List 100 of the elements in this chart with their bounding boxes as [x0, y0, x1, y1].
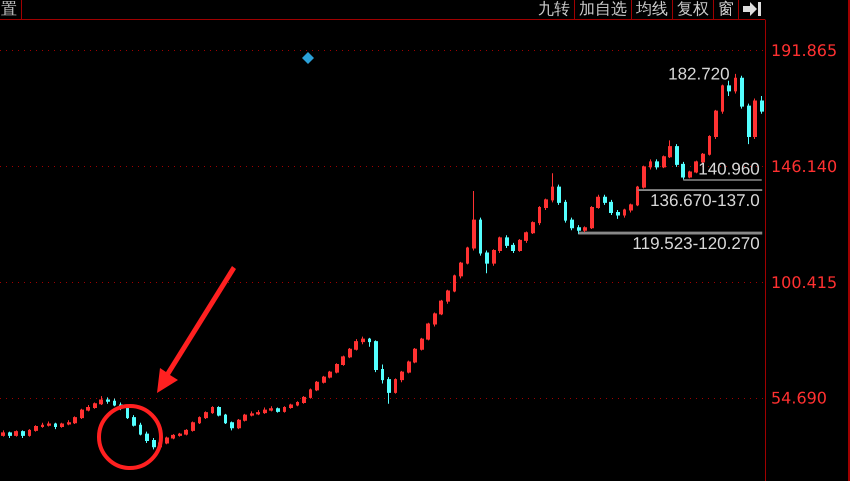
- candlestick: [14, 430, 18, 438]
- candlestick: [387, 376, 391, 404]
- candlestick: [315, 380, 319, 392]
- candlestick: [596, 194, 600, 210]
- candlestick: [60, 422, 64, 428]
- candlestick: [734, 73, 737, 94]
- candlestick: [649, 158, 652, 170]
- candlestick: [577, 224, 581, 235]
- band-label: 136.670-137.0: [650, 191, 760, 210]
- candlestick: [564, 199, 567, 224]
- y-tick-label: 54.690: [771, 388, 827, 408]
- candlestick: [694, 160, 698, 174]
- candlestick: [211, 406, 214, 414]
- candlestick: [439, 299, 443, 316]
- candlestick: [472, 190, 476, 251]
- candlestick: [511, 242, 515, 254]
- y-tick-label: 100.415: [771, 272, 838, 292]
- candlestick: [727, 80, 731, 96]
- candlestick: [570, 217, 574, 231]
- candlestick: [623, 208, 626, 218]
- candlestick: [132, 414, 136, 428]
- candlestick: [551, 172, 554, 203]
- candlestick: [668, 140, 672, 159]
- candlestick: [47, 420, 51, 428]
- candlestick: [113, 398, 116, 407]
- candlestick: [524, 231, 528, 244]
- candlestick: [557, 184, 561, 206]
- candlestick: [191, 420, 195, 432]
- candlestick: [400, 370, 404, 383]
- candlestick: [139, 422, 142, 436]
- text: 窗: [714, 0, 739, 19]
- candlestick: [616, 209, 620, 220]
- candlestick: [688, 170, 692, 179]
- candlestick: [184, 428, 188, 436]
- candlestick: [655, 158, 659, 170]
- band-label: 119.523-120.270: [632, 234, 760, 254]
- candlestick: [67, 420, 71, 426]
- candlestick: [198, 416, 201, 425]
- candlestick: [753, 98, 757, 140]
- candlestick: [8, 431, 12, 438]
- candlestick: [263, 407, 267, 414]
- candlestick: [276, 407, 280, 414]
- candlestick: [721, 84, 724, 114]
- candlestick: [289, 403, 293, 410]
- candlestick: [642, 165, 646, 189]
- candlestick: [34, 424, 38, 432]
- candlestick: [296, 400, 299, 407]
- candlestick: [492, 248, 496, 266]
- candlestick: [354, 338, 358, 352]
- candlestick: [708, 134, 711, 156]
- candlestick: [28, 428, 31, 438]
- candlestick: [544, 198, 548, 210]
- candlestick: [99, 396, 103, 406]
- candlestick: [106, 396, 110, 404]
- candlestick: [80, 408, 84, 420]
- candlestick: [459, 261, 463, 279]
- candlestick: [740, 75, 744, 110]
- candlestick: [747, 103, 751, 145]
- candlestick: [309, 388, 312, 400]
- candlestick: [446, 289, 450, 304]
- text: 均线: [632, 0, 673, 19]
- candlestick: [283, 406, 286, 414]
- candlestick: [368, 337, 371, 348]
- candlestick: [237, 418, 241, 430]
- candlestick: [250, 410, 254, 417]
- candlestick: [714, 109, 718, 140]
- candlestick: [217, 406, 221, 417]
- candlestick: [433, 312, 437, 327]
- candlestick: [629, 203, 633, 214]
- candlestick: [302, 396, 306, 404]
- candlestick: [171, 434, 175, 440]
- candlestick: [453, 274, 456, 293]
- candlestick: [243, 413, 247, 422]
- candlestick: [322, 375, 326, 384]
- candlestick: [505, 234, 509, 248]
- candlestick: [603, 194, 607, 206]
- candlestick: [675, 144, 679, 168]
- candlestick: [583, 226, 587, 234]
- candlestick: [498, 236, 502, 254]
- ref-line-label: 140.960: [698, 160, 760, 179]
- text: 置: [0, 0, 22, 19]
- candlestick: [348, 348, 352, 359]
- candlestick: [662, 155, 666, 169]
- candlestick: [73, 416, 77, 425]
- candlestick: [538, 206, 541, 226]
- text: 九转: [534, 0, 575, 19]
- candlestick: [152, 437, 156, 450]
- candlestick: [86, 404, 90, 412]
- candlestick: [21, 430, 25, 438]
- candlestick: [518, 238, 522, 252]
- candlestick: [374, 340, 378, 373]
- candlestick: [407, 360, 411, 374]
- candlestick: [165, 436, 169, 445]
- candlestick: [204, 410, 208, 420]
- candlestick: [531, 220, 535, 235]
- candlestick: [394, 378, 397, 394]
- candlestick: [93, 402, 97, 410]
- candlestick: [760, 95, 764, 114]
- candlestick: [256, 410, 260, 416]
- candlestick: [485, 250, 489, 274]
